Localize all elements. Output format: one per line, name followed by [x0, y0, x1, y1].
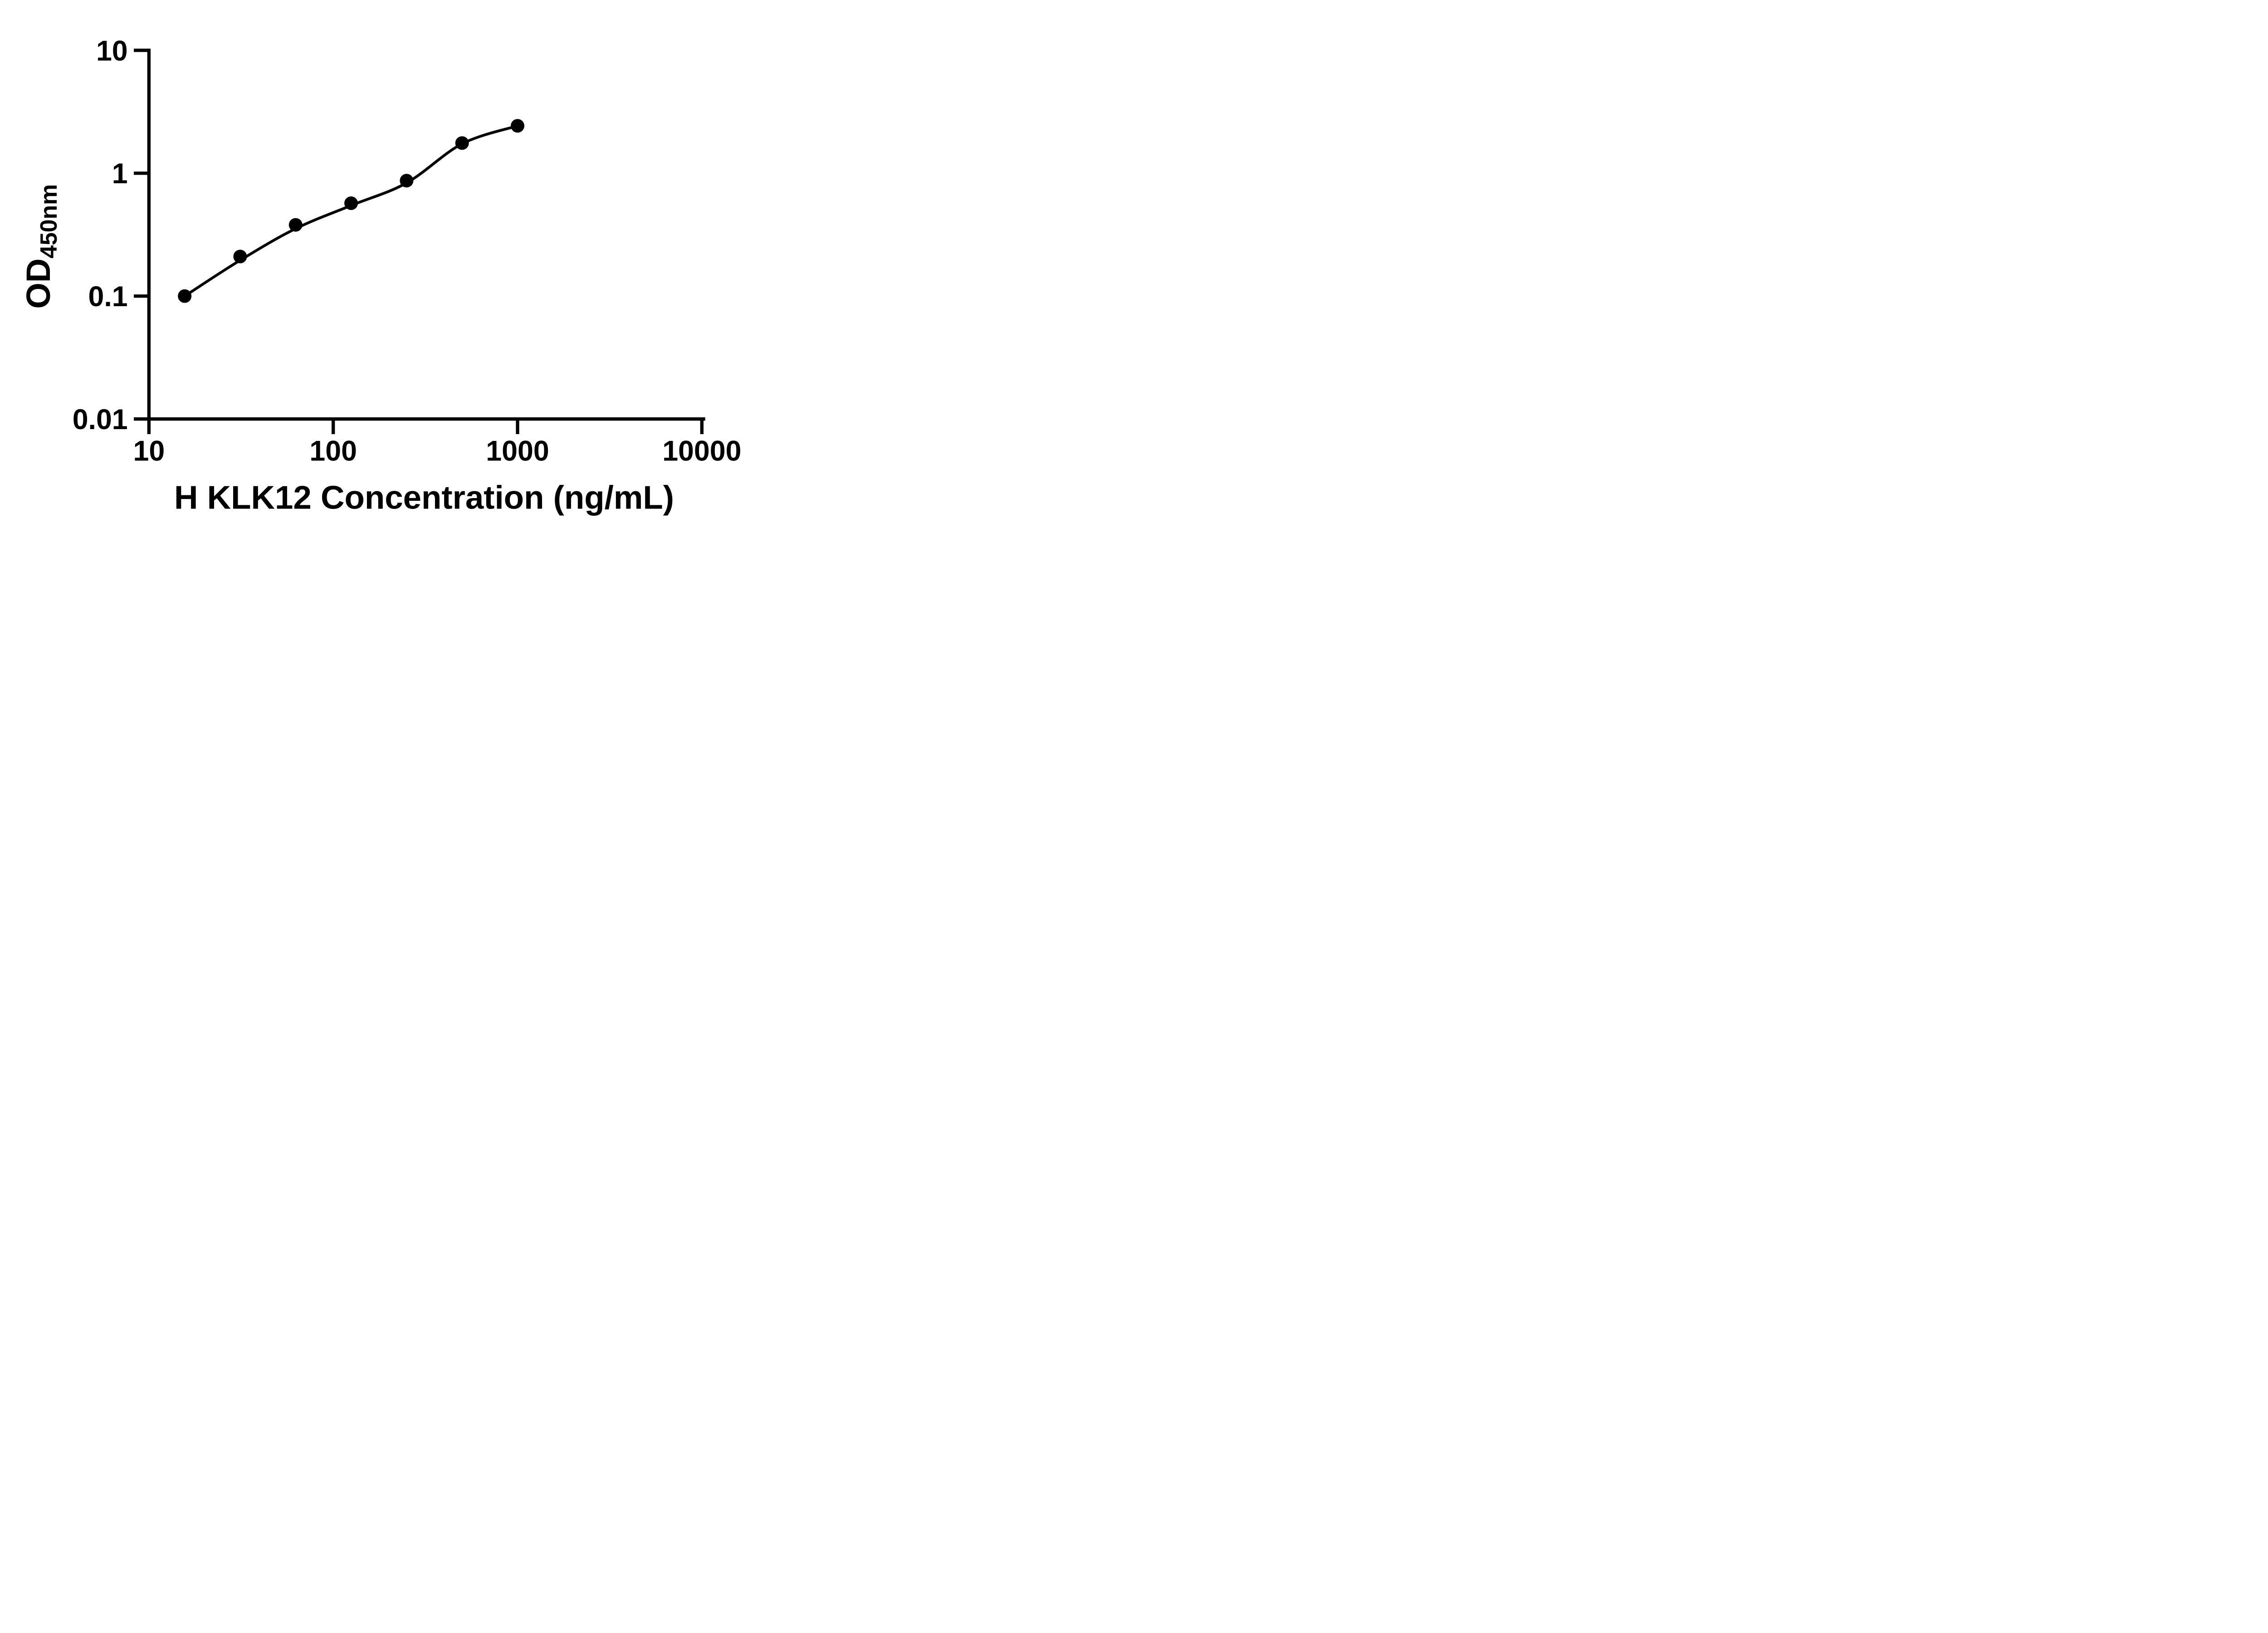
data-point [511, 119, 524, 133]
axes [134, 49, 705, 434]
fit-curve-layer [183, 124, 519, 298]
y-axis-title-subscript: 450nm [35, 184, 62, 259]
x-tick-label: 10 [133, 435, 165, 467]
y-axis-title: OD450nm [20, 184, 62, 309]
data-point [178, 289, 192, 303]
data-point [400, 174, 414, 188]
x-tick-label: 100 [309, 435, 357, 467]
y-tick-label: 0.1 [88, 281, 128, 313]
data-point [344, 196, 358, 210]
y-tick-label: 0.01 [73, 404, 128, 435]
data-point [455, 136, 469, 150]
y-axis-title-main: OD [20, 259, 57, 309]
x-tick-label: 1000 [486, 435, 549, 467]
data-point [288, 218, 303, 232]
data-points-layer [178, 119, 524, 303]
data-point [233, 249, 247, 264]
y-tick-label: 10 [96, 35, 128, 67]
fit-curve [183, 124, 519, 298]
y-tick-label: 1 [112, 158, 128, 190]
x-tick-label: 10000 [662, 435, 741, 467]
elisa-standard-curve-figure: 10 1 0.1 0.01 10 100 1000 10000 H KLK12 Concent… [0, 0, 776, 544]
x-axis-title: H KLK12 Concentration (ng/mL) [174, 479, 674, 516]
